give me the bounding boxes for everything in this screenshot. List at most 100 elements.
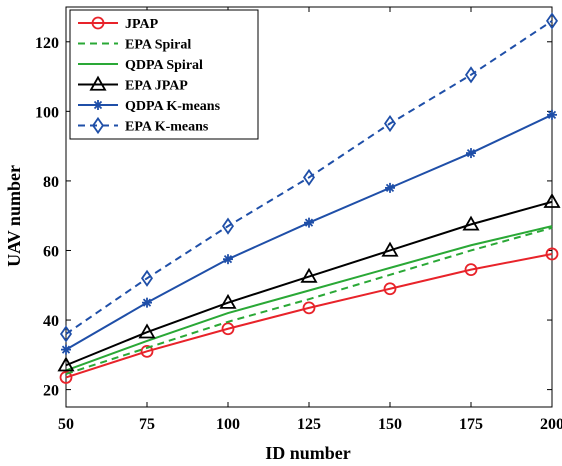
legend-marker bbox=[89, 75, 107, 91]
data-point-jpap-shape bbox=[302, 301, 316, 315]
data-point-jpap bbox=[545, 247, 559, 261]
data-point-qdpa-k-means bbox=[61, 344, 71, 355]
data-point-jpap-shape bbox=[464, 263, 478, 277]
legend-item-epa-jpap: EPA JPAP bbox=[78, 75, 188, 94]
legend-label: QDPA K-means bbox=[125, 99, 221, 114]
x-tick-label: 125 bbox=[297, 416, 321, 433]
data-point-qdpa-k-means-stroke bbox=[385, 183, 395, 193]
data-point-qdpa-k-means-stroke bbox=[223, 255, 233, 264]
data-point-epa-k-means bbox=[384, 114, 396, 133]
series-line-epa-k-means bbox=[65, 20, 553, 335]
data-point-jpap bbox=[140, 344, 154, 358]
series-line-epa-spiral bbox=[65, 226, 553, 375]
y-tick-label: 100 bbox=[35, 104, 59, 121]
data-point-epa-jpap-shape bbox=[300, 267, 318, 283]
data-point-qdpa-k-means-stroke bbox=[61, 345, 71, 354]
series-line-epa-jpap bbox=[65, 200, 553, 367]
data-point-epa-k-means bbox=[60, 325, 72, 343]
data-point-epa-jpap-shape bbox=[462, 215, 480, 231]
y-tick-label: 60 bbox=[43, 243, 59, 260]
data-point-jpap-shape bbox=[221, 322, 235, 336]
legend-marker bbox=[91, 16, 105, 30]
data-point-qdpa-k-means bbox=[385, 182, 395, 193]
legend-marker bbox=[93, 100, 103, 110]
legend: JPAP EPA Spiral QDPA Spiral EPA JPAP QDPA K-… bbox=[69, 9, 259, 140]
data-point-epa-k-means bbox=[141, 269, 153, 287]
data-point-epa-k-means-shape bbox=[141, 269, 153, 287]
series-line-qdpa-spiral bbox=[65, 225, 553, 372]
data-point-qdpa-k-means bbox=[466, 148, 476, 159]
data-point-epa-k-means-shape bbox=[60, 325, 72, 343]
data-point-jpap bbox=[59, 371, 73, 384]
data-point-epa-jpap-shape bbox=[138, 323, 156, 339]
plot-area: 50 75 100 125 150 175 200 20 40 60 80 100 120 JPAP EPA… bbox=[35, 6, 562, 433]
data-point-epa-jpap bbox=[381, 241, 399, 257]
legend-item-qdpa-spiral: QDPA Spiral bbox=[78, 58, 203, 73]
legend-label: EPA Spiral bbox=[125, 38, 191, 53]
data-point-epa-jpap-shape bbox=[381, 241, 399, 257]
legend-label: QDPA Spiral bbox=[125, 58, 203, 73]
data-point-jpap bbox=[383, 282, 397, 296]
data-point-epa-jpap bbox=[219, 293, 237, 309]
data-point-qdpa-k-means bbox=[304, 217, 314, 228]
x-tick-label: 75 bbox=[139, 416, 155, 433]
legend-marker-shape bbox=[91, 16, 105, 30]
data-point-epa-jpap bbox=[543, 192, 561, 208]
data-point-jpap-shape bbox=[383, 282, 397, 296]
legend-marker-shape bbox=[89, 75, 107, 91]
data-point-epa-k-means bbox=[303, 168, 315, 187]
data-point-jpap bbox=[221, 322, 235, 336]
legend-label: EPA JPAP bbox=[125, 79, 188, 94]
data-point-epa-k-means-shape bbox=[384, 114, 396, 133]
legend-item-jpap: JPAP bbox=[78, 16, 159, 32]
data-point-epa-k-means-shape bbox=[546, 12, 558, 30]
y-tick-label: 40 bbox=[43, 313, 59, 330]
data-point-epa-k-means bbox=[222, 217, 234, 235]
data-point-epa-jpap-shape bbox=[57, 356, 75, 372]
data-point-qdpa-k-means bbox=[223, 254, 233, 265]
data-point-qdpa-k-means-stroke bbox=[547, 110, 557, 119]
data-point-qdpa-k-means-stroke bbox=[142, 298, 152, 307]
data-point-qdpa-k-means-stroke bbox=[304, 218, 314, 227]
y-tick-label: 80 bbox=[43, 174, 59, 191]
data-point-jpap bbox=[302, 301, 316, 315]
data-point-epa-k-means bbox=[546, 12, 558, 30]
legend-label: EPA K-means bbox=[125, 120, 209, 135]
y-axis-title: UAV number bbox=[4, 165, 24, 267]
series-line-jpap bbox=[65, 252, 553, 379]
data-point-epa-jpap-shape bbox=[543, 192, 561, 208]
data-point-epa-jpap bbox=[57, 356, 75, 372]
data-point-epa-k-means-shape bbox=[222, 217, 234, 235]
x-axis-title: ID number bbox=[265, 443, 351, 463]
data-point-jpap-shape bbox=[140, 344, 154, 358]
legend-item-epa-spiral: EPA Spiral bbox=[78, 38, 191, 53]
data-point-epa-k-means-shape bbox=[303, 168, 315, 187]
legend-label: JPAP bbox=[125, 17, 159, 32]
legend-marker-shape bbox=[92, 116, 104, 135]
data-point-epa-jpap-shape bbox=[219, 293, 237, 309]
data-point-qdpa-k-means bbox=[142, 297, 152, 308]
legend-item-epa-k-means: EPA K-means bbox=[78, 116, 209, 135]
y-tick-label: 20 bbox=[43, 383, 59, 400]
x-tick-label: 50 bbox=[58, 416, 74, 433]
data-point-jpap-shape bbox=[59, 371, 73, 384]
x-tick-label: 200 bbox=[540, 416, 562, 433]
x-tick-label: 175 bbox=[459, 416, 483, 433]
legend-box bbox=[69, 9, 259, 140]
data-point-epa-jpap bbox=[300, 267, 318, 283]
legend-marker bbox=[92, 116, 104, 135]
data-point-jpap-shape bbox=[545, 247, 559, 261]
data-point-jpap bbox=[464, 263, 478, 277]
data-point-qdpa-k-means bbox=[547, 109, 557, 120]
y-tick-label: 120 bbox=[35, 35, 59, 52]
data-point-epa-k-means bbox=[465, 66, 477, 84]
legend-marker-stroke bbox=[93, 100, 103, 110]
x-tick-label: 150 bbox=[378, 416, 402, 433]
data-point-epa-k-means-shape bbox=[465, 66, 477, 84]
x-tick-label: 100 bbox=[216, 416, 240, 433]
data-point-epa-jpap bbox=[138, 323, 156, 339]
data-point-qdpa-k-means-stroke bbox=[466, 148, 476, 158]
legend-item-qdpa-k-means: QDPA K-means bbox=[78, 99, 221, 114]
data-point-epa-jpap bbox=[462, 215, 480, 231]
